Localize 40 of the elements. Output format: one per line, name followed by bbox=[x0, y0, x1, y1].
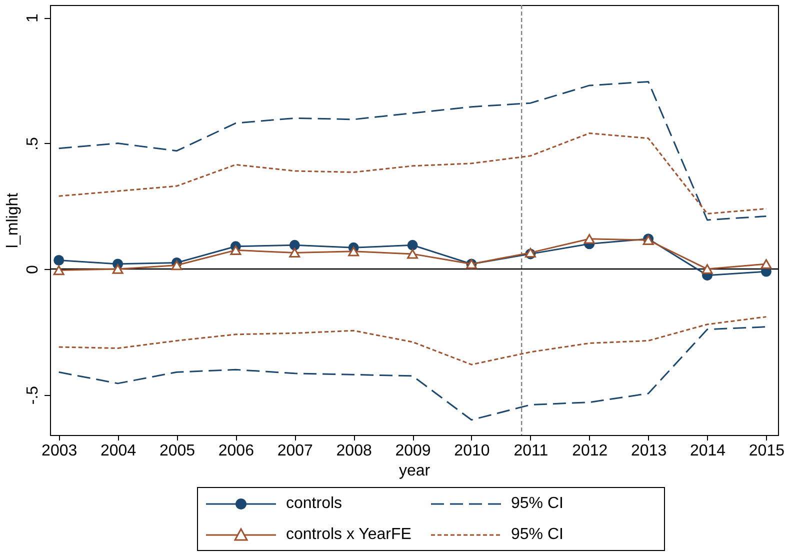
x-tick-label: 2006 bbox=[218, 442, 254, 460]
y-tick-label: 0 bbox=[24, 264, 42, 274]
point bbox=[348, 246, 360, 256]
legend-label: controls x YearFE bbox=[286, 526, 412, 544]
line-series bbox=[58, 316, 767, 366]
x-tick-label: 2009 bbox=[395, 442, 431, 460]
legend-label: 95% CI bbox=[511, 526, 564, 544]
x-tick-label: 2008 bbox=[336, 442, 372, 460]
point bbox=[53, 265, 64, 276]
x-axis-title: year bbox=[398, 462, 431, 480]
x-tick-label: 2015 bbox=[748, 442, 785, 460]
legend-label: controls bbox=[286, 494, 342, 512]
point bbox=[230, 245, 242, 256]
point bbox=[407, 249, 418, 259]
point bbox=[171, 260, 182, 270]
point bbox=[760, 259, 772, 269]
line-series bbox=[58, 80, 767, 221]
x-tick-label: 2011 bbox=[514, 442, 548, 460]
point bbox=[112, 264, 124, 274]
point bbox=[289, 240, 300, 250]
x-tick-label: 2007 bbox=[277, 442, 314, 460]
x-tick-label: 2013 bbox=[631, 442, 667, 460]
legend-label: 95% CI bbox=[511, 494, 564, 512]
line-series bbox=[58, 132, 767, 214]
x-tick-label: 2003 bbox=[42, 442, 78, 460]
x-tick-label: 2012 bbox=[572, 442, 608, 460]
y-tick-label: -.5 bbox=[24, 386, 42, 405]
line-series bbox=[58, 326, 767, 421]
y-tick-label: 1 bbox=[24, 14, 42, 23]
point bbox=[584, 234, 595, 244]
point bbox=[407, 240, 418, 250]
x-tick-label: 2014 bbox=[690, 442, 726, 460]
y-axis-title: l_mlight bbox=[4, 192, 22, 248]
x-tick-label: 2010 bbox=[454, 442, 490, 460]
point bbox=[289, 248, 300, 258]
x-tick-label: 2005 bbox=[159, 442, 196, 460]
point bbox=[54, 255, 64, 266]
x-tick-label: 2004 bbox=[100, 442, 136, 460]
point bbox=[702, 264, 713, 274]
y-tick-label: .5 bbox=[24, 137, 42, 150]
